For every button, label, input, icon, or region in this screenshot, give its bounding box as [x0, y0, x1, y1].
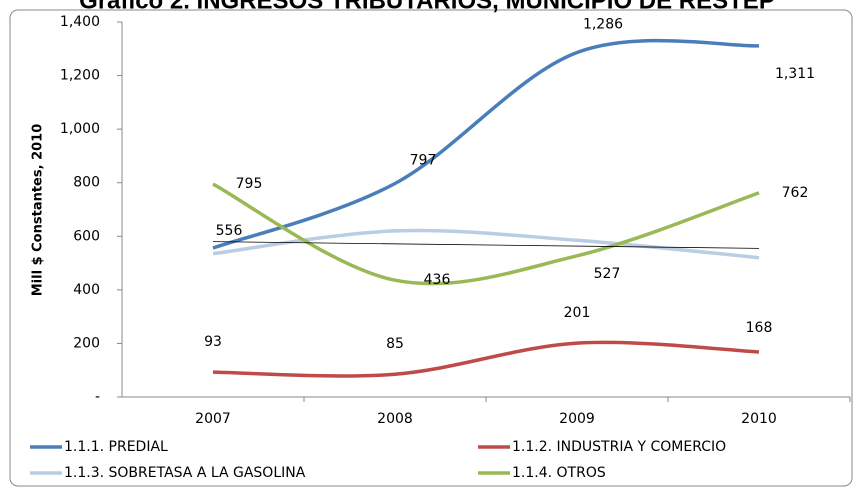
data-label: 436: [424, 272, 451, 288]
data-label: 85: [386, 336, 404, 352]
y-tick-label: 1,200: [60, 68, 100, 84]
series-line: [212, 340, 760, 378]
data-label: 168: [746, 320, 773, 336]
y-tick-label: 1,400: [60, 14, 100, 30]
data-label: 797: [410, 153, 437, 169]
data-label: 527: [594, 266, 621, 282]
data-label: 762: [782, 185, 809, 201]
legend-label: 1.1.1. PREDIAL: [64, 439, 168, 455]
data-label: 93: [204, 334, 222, 350]
chart-border: [9, 9, 853, 487]
data-label: 1,286: [583, 17, 623, 33]
y-tick-label: 600: [73, 228, 100, 244]
y-tick-label: 800: [73, 175, 100, 191]
x-tick-label: 2009: [559, 411, 595, 427]
series-line: [212, 38, 760, 250]
series-line: [212, 228, 760, 260]
y-tick-label: -: [95, 389, 100, 405]
y-axis-label: Mill $ Constantes, 2010: [31, 124, 46, 297]
x-tick-label: 2010: [741, 411, 777, 427]
y-tick-label: 400: [73, 282, 100, 298]
x-tick-label: 2007: [195, 411, 231, 427]
series-line: [212, 182, 760, 286]
data-label: 201: [564, 305, 591, 321]
data-label: 556: [216, 223, 243, 239]
chart-title: Gráfico 2. INGRESOS TRIBUTARIOS, MUNICIP…: [79, 0, 775, 14]
trendline: [212, 241, 760, 249]
y-tick-label: 200: [73, 335, 100, 351]
data-label: 795: [236, 176, 263, 192]
data-label: 1,311: [775, 66, 815, 82]
legend-label: 1.1.4. OTROS: [512, 465, 606, 481]
x-tick-label: 2008: [377, 411, 413, 427]
y-tick-label: 1,000: [60, 121, 100, 137]
legend-label: 1.1.3. SOBRETASA A LA GASOLINA: [64, 465, 306, 481]
legend-label: 1.1.2. INDUSTRIA Y COMERCIO: [512, 439, 726, 455]
